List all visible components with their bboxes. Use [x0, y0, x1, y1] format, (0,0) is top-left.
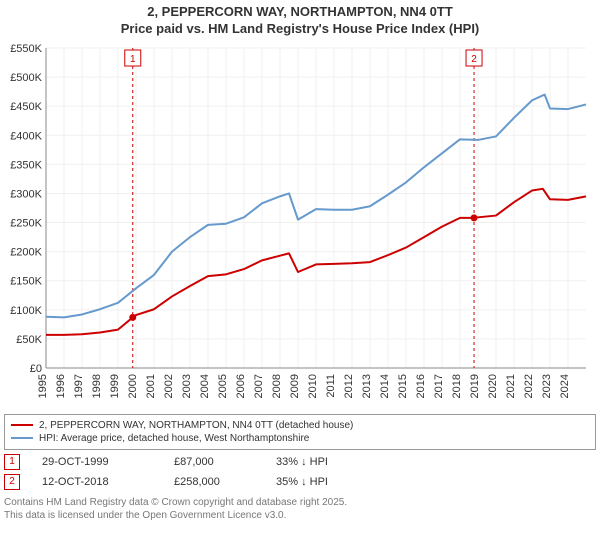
sale-row: 1 29-OCT-1999 £87,000 33% ↓ HPI: [4, 450, 596, 470]
x-tick-label: 2007: [253, 374, 265, 398]
y-tick-label: £550K: [10, 43, 42, 55]
legend-swatch: [11, 437, 33, 439]
legend-row: HPI: Average price, detached house, West…: [11, 432, 589, 445]
y-tick-label: £50K: [16, 334, 42, 346]
x-tick-label: 2015: [397, 374, 409, 398]
y-tick-label: £100K: [10, 305, 42, 317]
x-tick-label: 2000: [127, 374, 139, 398]
x-tick-label: 1997: [73, 374, 85, 398]
x-tick-label: 2008: [271, 374, 283, 398]
x-tick-label: 2010: [307, 374, 319, 398]
x-tick-label: 2024: [559, 374, 571, 398]
legend-swatch: [11, 424, 33, 426]
sale-dot: [471, 214, 478, 221]
sale-dot: [129, 314, 136, 321]
x-tick-label: 2022: [523, 374, 535, 398]
x-tick-label: 2013: [361, 374, 373, 398]
x-tick-label: 2023: [541, 374, 553, 398]
legend-label: 2, PEPPERCORN WAY, NORTHAMPTON, NN4 0TT …: [39, 420, 353, 431]
sale-price: £258,000: [174, 476, 254, 488]
legend: 2, PEPPERCORN WAY, NORTHAMPTON, NN4 0TT …: [4, 414, 596, 450]
legend-label: HPI: Average price, detached house, West…: [39, 433, 309, 444]
chart-title: 2, PEPPERCORN WAY, NORTHAMPTON, NN4 0TT …: [4, 4, 596, 38]
y-tick-label: £500K: [10, 72, 42, 84]
sale-date: 12-OCT-2018: [42, 476, 152, 488]
x-tick-label: 2003: [181, 374, 193, 398]
chart-container: £0 £50K £100K £150K £200K £250K £300K £350K £400…: [4, 42, 596, 410]
sales-list: 1 29-OCT-1999 £87,000 33% ↓ HPI 2 12-OCT-2018…: [4, 450, 596, 490]
price-chart: £0 £50K £100K £150K £200K £250K £300K £350K £400…: [4, 42, 596, 410]
sale-marker-index: 2: [471, 54, 477, 65]
y-tick-label: £350K: [10, 159, 42, 171]
x-tick-label: 2004: [199, 374, 211, 398]
legend-row: 2, PEPPERCORN WAY, NORTHAMPTON, NN4 0TT …: [11, 419, 589, 432]
x-tick-label: 2021: [505, 374, 517, 398]
x-tick-label: 2002: [163, 374, 175, 398]
y-tick-label: £200K: [10, 246, 42, 258]
x-tick-label: 2014: [379, 374, 391, 398]
x-tick-label: 1998: [91, 374, 103, 398]
sale-date: 29-OCT-1999: [42, 456, 152, 468]
footer-line1: Contains HM Land Registry data © Crown c…: [4, 496, 596, 509]
sale-index-box: 1: [4, 454, 20, 470]
y-tick-label: £0: [30, 363, 42, 375]
x-tick-label: 2012: [343, 374, 355, 398]
x-tick-label: 1996: [55, 374, 67, 398]
x-tick-label: 2019: [469, 374, 481, 398]
x-tick-label: 1999: [109, 374, 121, 398]
x-tick-label: 1995: [37, 374, 49, 398]
x-tick-label: 2005: [217, 374, 229, 398]
sale-row: 2 12-OCT-2018 £258,000 35% ↓ HPI: [4, 470, 596, 490]
y-tick-label: £450K: [10, 101, 42, 113]
title-line1: 2, PEPPERCORN WAY, NORTHAMPTON, NN4 0TT: [4, 4, 596, 21]
sale-price: £87,000: [174, 456, 254, 468]
x-tick-label: 2020: [487, 374, 499, 398]
footer-line2: This data is licensed under the Open Gov…: [4, 509, 596, 522]
sale-delta: 35% ↓ HPI: [276, 476, 328, 488]
y-tick-label: £400K: [10, 130, 42, 142]
y-tick-label: £300K: [10, 188, 42, 200]
sale-delta: 33% ↓ HPI: [276, 456, 328, 468]
title-line2: Price paid vs. HM Land Registry's House …: [4, 21, 596, 38]
sale-index-box: 2: [4, 474, 20, 490]
x-tick-label: 2011: [325, 374, 337, 398]
sale-marker-index: 1: [130, 54, 136, 65]
y-tick-label: £250K: [10, 217, 42, 229]
x-tick-label: 2009: [289, 374, 301, 398]
x-tick-label: 2001: [145, 374, 157, 398]
x-tick-label: 2017: [433, 374, 445, 398]
x-tick-label: 2018: [451, 374, 463, 398]
y-tick-label: £150K: [10, 276, 42, 288]
x-tick-label: 2006: [235, 374, 247, 398]
x-tick-label: 2016: [415, 374, 427, 398]
footer-attribution: Contains HM Land Registry data © Crown c…: [4, 496, 596, 522]
